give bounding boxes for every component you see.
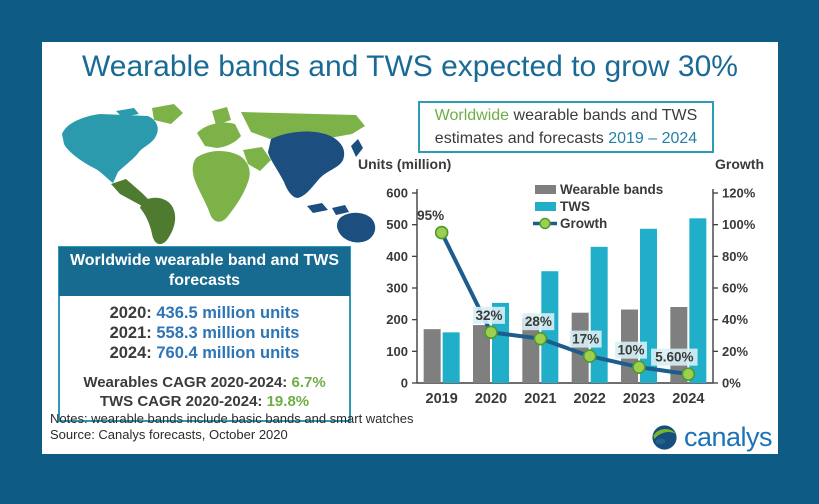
map-australia	[337, 212, 376, 243]
subtitle-year-range: 2019 – 2024	[608, 130, 698, 147]
forecast-row-2024: 2024: 760.4 million units	[109, 344, 300, 362]
notes-line: Notes: wearable bands include basic band…	[50, 411, 414, 426]
forecast-box: Worldwide wearable band and TWS forecast…	[58, 246, 351, 422]
svg-text:20%: 20%	[722, 344, 748, 359]
map-north-america	[62, 114, 158, 183]
svg-text:32%: 32%	[475, 308, 502, 323]
map-central-america	[111, 179, 151, 206]
map-asia	[268, 131, 345, 198]
map-south-america	[140, 197, 176, 245]
growth-markers	[434, 225, 696, 381]
svg-text:Growth: Growth	[560, 216, 607, 231]
svg-text:0%: 0%	[722, 376, 741, 391]
source-line: Source: Canalys forecasts, October 2020	[50, 427, 288, 442]
svg-text:200: 200	[386, 312, 408, 327]
forecast-box-body: 2020: 436.5 million units 2021: 558.3 mi…	[60, 295, 349, 420]
svg-text:Units (million): Units (million)	[358, 156, 451, 172]
cagr-wearables: Wearables CAGR 2020-2024: 6.7%	[83, 374, 326, 391]
canalys-logo: canalys	[650, 422, 773, 453]
infographic-card: Wearable bands and TWS expected to grow …	[42, 42, 778, 454]
svg-text:100: 100	[386, 344, 408, 359]
canalys-logo-icon	[652, 425, 677, 450]
svg-text:Growth: Growth	[715, 156, 764, 172]
svg-text:2019: 2019	[426, 391, 458, 407]
svg-text:17%: 17%	[572, 332, 599, 347]
svg-text:100%: 100%	[722, 217, 756, 232]
svg-text:2021: 2021	[524, 391, 556, 407]
svg-text:60%: 60%	[722, 281, 748, 296]
svg-text:2020: 2020	[475, 391, 507, 407]
combo-chart: Units (million) Growth 0 100 200 300 400 500 600…	[358, 156, 764, 407]
growth-data-labels: 95% 32% 28% 17% 10% 5.60%	[417, 208, 698, 366]
svg-text:0: 0	[401, 376, 408, 391]
map-indonesia	[307, 203, 328, 213]
svg-text:400: 400	[386, 249, 408, 264]
svg-text:5.60%: 5.60%	[655, 350, 693, 365]
svg-text:80%: 80%	[722, 249, 748, 264]
svg-text:2024: 2024	[672, 391, 704, 407]
svg-text:40%: 40%	[722, 312, 748, 327]
svg-text:10%: 10%	[617, 343, 644, 358]
map-scandinavia	[212, 107, 231, 125]
forecast-box-header: Worldwide wearable band and TWS forecast…	[59, 247, 350, 296]
svg-text:Wearable bands: Wearable bands	[560, 182, 663, 197]
world-map	[62, 104, 376, 245]
forecast-row-2020: 2020: 436.5 million units	[109, 304, 300, 322]
chart-legend: Wearable bands TWS Growth	[533, 182, 663, 231]
map-africa	[192, 150, 250, 222]
page-title: Wearable bands and TWS expected to grow …	[82, 50, 738, 83]
map-greenland	[152, 104, 183, 124]
svg-text:600: 600	[386, 186, 408, 201]
forecast-row-2021: 2021: 558.3 million units	[109, 324, 300, 342]
svg-text:500: 500	[386, 217, 408, 232]
canalys-logo-text: canalys	[684, 422, 773, 452]
notes-block: Notes: wearable bands include basic band…	[50, 411, 414, 443]
map-europe	[197, 122, 241, 148]
chart-subtitle-line2: estimates and forecasts 2019 – 2024	[434, 130, 698, 147]
svg-text:2023: 2023	[623, 391, 655, 407]
map-regions	[62, 104, 376, 245]
map-japan	[351, 139, 363, 157]
map-russia	[241, 112, 365, 139]
svg-text:TWS: TWS	[560, 199, 590, 214]
subtitle-worldwide: Worldwide	[434, 107, 510, 124]
map-indonesia-east	[332, 205, 349, 215]
chart-subtitle-line1: Worldwide wearable bands and TWS	[434, 107, 698, 124]
svg-text:28%: 28%	[525, 314, 552, 329]
svg-text:95%: 95%	[417, 208, 444, 223]
chart-subtitle-box: Worldwide wearable bands and TWS estimat…	[418, 101, 714, 153]
map-canada-arctic	[116, 108, 139, 117]
svg-text:120%: 120%	[722, 186, 756, 201]
svg-text:2022: 2022	[574, 391, 606, 407]
x-axis-labels: 2019 2020 2021 2022 2023 2024	[426, 391, 705, 407]
cagr-tws: TWS CAGR 2020-2024: 19.8%	[99, 393, 310, 410]
map-middle-east	[243, 147, 271, 171]
chart-axes: Units (million) Growth 0 100 200 300 400 500 600…	[358, 156, 764, 391]
svg-text:300: 300	[386, 281, 408, 296]
